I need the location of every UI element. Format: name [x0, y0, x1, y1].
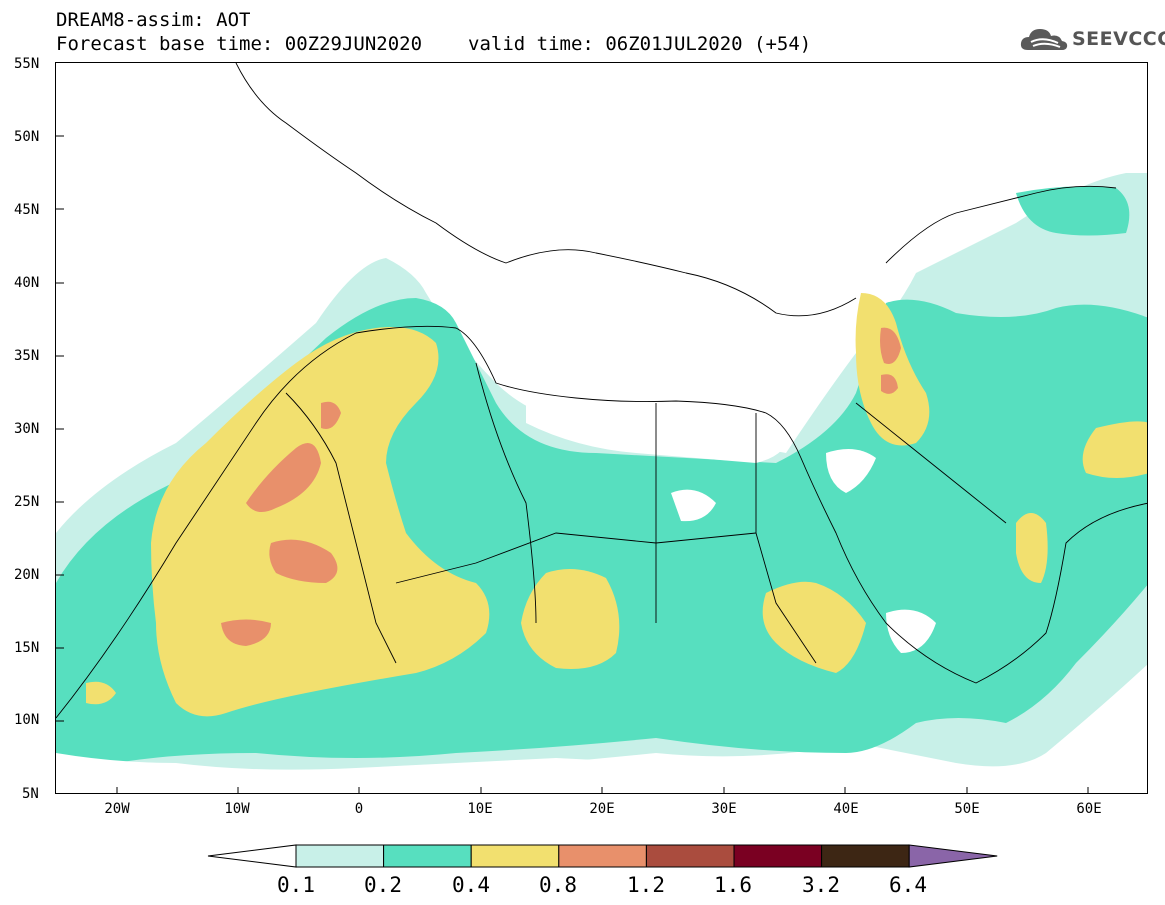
forecast-times: Forecast base time: 00Z29JUN2020 valid ti…: [56, 34, 811, 54]
colorbar-label-1.2: 1.2: [627, 873, 665, 897]
colorbar-swatch-3.2: [821, 844, 910, 868]
lon-label-30e: 30E: [711, 801, 737, 817]
aot-contour-0.4: [86, 293, 1147, 717]
lon-label-60e: 60E: [1076, 801, 1102, 817]
colorbar-swatch-1.2: [645, 844, 735, 868]
colorbar-arrow-high: [908, 844, 998, 868]
lat-label-55n: 55N: [14, 56, 40, 72]
lon-label-10w: 10W: [224, 801, 250, 817]
colorbar-label-1.6: 1.6: [714, 873, 752, 897]
lat-label-5n: 5N: [22, 786, 39, 802]
colorbar-label-0.1: 0.1: [277, 873, 315, 897]
valid-time-text: valid time: 06Z01JUL2020 (+54): [468, 33, 812, 55]
lon-label-50e: 50E: [954, 801, 980, 817]
lat-label-30n: 30N: [14, 421, 40, 437]
colorbar-swatch-0.8: [558, 844, 647, 868]
lon-label-20e: 20E: [589, 801, 615, 817]
lon-label-0: 0: [354, 801, 364, 817]
base-time-text: Forecast base time: 00Z29JUN2020: [56, 33, 423, 55]
colorbar-label-0.2: 0.2: [364, 873, 402, 897]
map-canvas: [56, 63, 1147, 793]
colorbar-label-0.8: 0.8: [539, 873, 577, 897]
colorbar-swatch-0.4: [470, 844, 560, 868]
colorbar-label-6.4: 6.4: [889, 873, 927, 897]
colorbar-label-0.4: 0.4: [452, 873, 490, 897]
colorbar-label-3.2: 3.2: [802, 873, 840, 897]
colorbar-swatch-1.6: [733, 844, 823, 868]
seevccc-logo: SEEVCCC: [1018, 24, 1165, 54]
lat-label-40n: 40N: [14, 275, 40, 291]
aot-gaps: [56, 393, 955, 793]
lat-label-25n: 25N: [14, 494, 40, 510]
aot-contour-0.8: [221, 327, 901, 646]
cloud-icon: [1020, 29, 1068, 50]
logo-text: SEEVCCC: [1072, 28, 1165, 50]
frame-ticks: [56, 135, 1089, 793]
colorbar-swatch-0.1: [295, 844, 385, 868]
lon-label-40e: 40E: [833, 801, 859, 817]
map-title: DREAM8-assim: AOT: [56, 9, 251, 31]
lat-label-15n: 15N: [14, 640, 40, 656]
aot-map: [55, 62, 1148, 794]
lat-label-50n: 50N: [14, 129, 40, 145]
lat-label-10n: 10N: [14, 712, 40, 728]
colorbar-swatch-0.2: [383, 844, 472, 868]
lon-label-10e: 10E: [467, 801, 493, 817]
lat-label-20n: 20N: [14, 567, 40, 583]
country-borders: [56, 63, 1147, 719]
colorbar-arrow-low: [207, 844, 297, 868]
lat-label-45n: 45N: [14, 202, 40, 218]
lon-label-20w: 20W: [104, 801, 130, 817]
lat-label-35n: 35N: [14, 348, 40, 364]
